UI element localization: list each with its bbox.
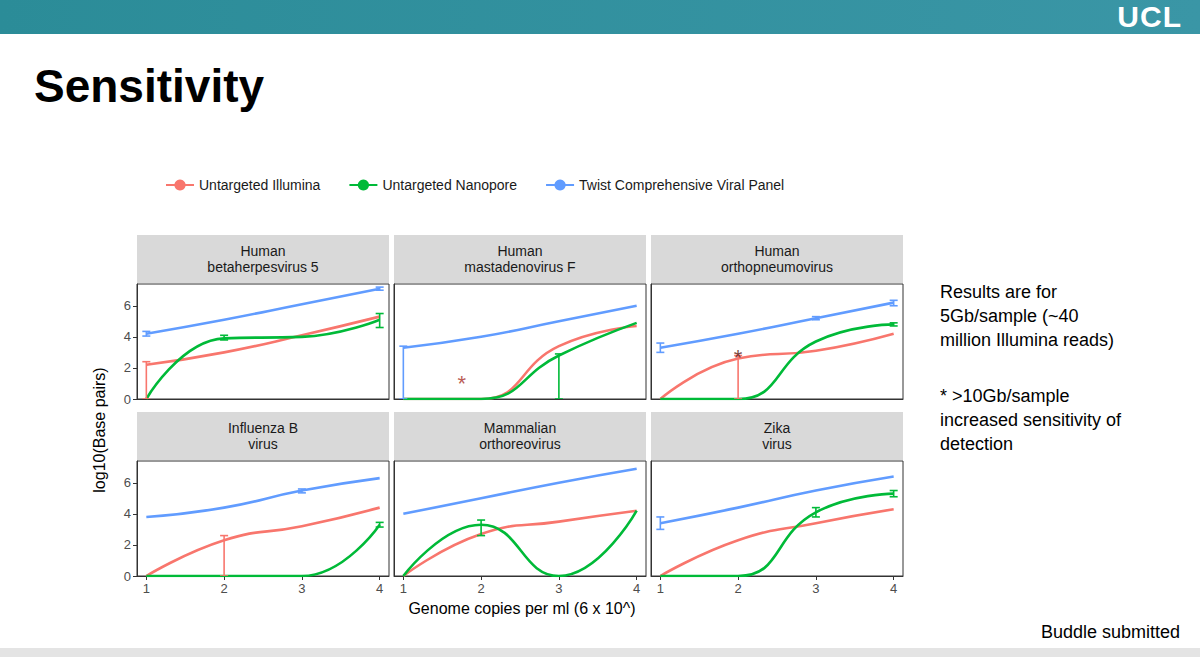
html-text:Sensitivity: Sensitivity bbox=[34, 60, 265, 112]
svg-text:3: 3 bbox=[298, 581, 305, 596]
svg-text:3: 3 bbox=[555, 581, 562, 596]
svg-text:2: 2 bbox=[124, 537, 131, 552]
html-text:Mammalian orthoreovirus: Mammalian orthoreovirus bbox=[479, 420, 561, 452]
html-text:UCL: UCL bbox=[1117, 0, 1182, 33]
html-text:million Illumina reads): million Illumina reads) bbox=[940, 330, 1115, 350]
svg-text:6: 6 bbox=[124, 475, 131, 490]
svg-text:*: * bbox=[457, 371, 466, 396]
html-text:5Gb/sample (~40: 5Gb/sample (~40 bbox=[940, 306, 1079, 326]
html-text:Influenza B virus: Influenza B virus bbox=[228, 420, 298, 452]
svg-text:4: 4 bbox=[376, 581, 383, 596]
html-text:Human betaherpesvirus 5: Human betaherpesvirus 5 bbox=[207, 243, 319, 275]
html-text:Results are for: Results are for bbox=[940, 282, 1057, 302]
svg-text:Twist Comprehensive Viral Pane: Twist Comprehensive Viral Panel bbox=[579, 177, 784, 193]
html-text:* >10Gb/sample: * >10Gb/sample bbox=[940, 386, 1070, 406]
svg-text:3: 3 bbox=[812, 581, 819, 596]
svg-text:4: 4 bbox=[890, 581, 897, 596]
svg-text:1: 1 bbox=[143, 581, 150, 596]
svg-text:1: 1 bbox=[400, 581, 407, 596]
html-text:Genome copies per ml (6 x 10^): Genome copies per ml (6 x 10^) bbox=[408, 600, 636, 617]
html-text:log10(Base pairs): log10(Base pairs) bbox=[91, 367, 108, 493]
svg-text:Untargeted Nanopore: Untargeted Nanopore bbox=[382, 177, 517, 193]
svg-text:4: 4 bbox=[124, 329, 131, 344]
svg-text:Untargeted Illumina: Untargeted Illumina bbox=[199, 177, 321, 193]
svg-text:6: 6 bbox=[124, 298, 131, 313]
svg-text:2: 2 bbox=[124, 360, 131, 375]
svg-text:2: 2 bbox=[477, 581, 484, 596]
html-text:Human mastadenovirus F: Human mastadenovirus F bbox=[464, 243, 576, 275]
html-text:detection: detection bbox=[940, 434, 1014, 454]
svg-text:0: 0 bbox=[124, 392, 131, 407]
svg-text:2: 2 bbox=[220, 581, 227, 596]
svg-text:*: * bbox=[734, 345, 743, 370]
html-text:Buddle submitted: Buddle submitted bbox=[1040, 622, 1180, 642]
svg-text:2: 2 bbox=[734, 581, 741, 596]
svg-text:4: 4 bbox=[633, 581, 640, 596]
svg-text:1: 1 bbox=[657, 581, 664, 596]
html-text:increased sensitivity of: increased sensitivity of bbox=[940, 410, 1122, 430]
html-text:Human orthopneumovirus: Human orthopneumovirus bbox=[721, 243, 833, 275]
svg-text:4: 4 bbox=[124, 506, 131, 521]
svg-text:0: 0 bbox=[124, 569, 131, 584]
html-text:Zika virus: Zika virus bbox=[762, 420, 792, 452]
